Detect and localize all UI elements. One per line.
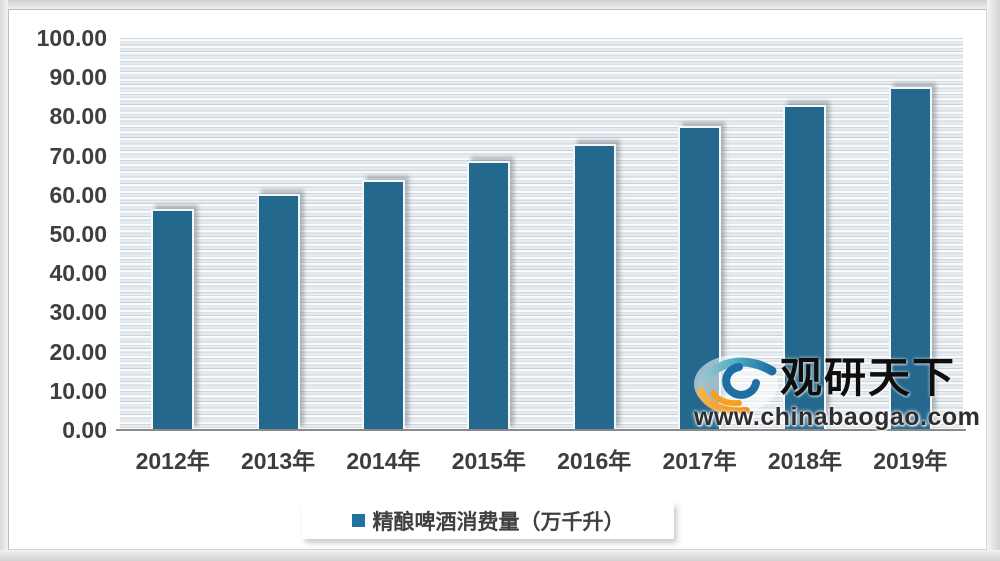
plot-area [120, 38, 963, 430]
bar-2012年 [151, 208, 195, 430]
y-tick-label: 40.00 [49, 260, 107, 287]
bar-2015年 [467, 160, 511, 430]
x-tick-label: 2018年 [767, 448, 843, 474]
frame-edge-left [0, 0, 8, 561]
y-tick-label: 50.00 [49, 221, 107, 247]
x-tick-label: 2019年 [873, 448, 948, 474]
watermark-url: www.chinabaogao.com [694, 403, 981, 431]
y-tick-label: 20.00 [49, 338, 107, 365]
y-tick-label: 0.00 [62, 417, 107, 443]
frame-edge-top [0, 0, 1000, 9]
x-tick-label: 2015年 [451, 448, 526, 474]
bars-layer [120, 38, 963, 430]
x-tick-label: 2017年 [662, 448, 737, 474]
y-tick-label: 100.00 [36, 25, 107, 51]
bar-2014年 [361, 179, 405, 430]
bar-2016年 [572, 143, 616, 430]
legend-square-icon [351, 514, 365, 527]
bar-2019年 [888, 87, 932, 430]
legend: 精酿啤酒消费量（万千升） [302, 502, 674, 539]
x-tick-label: 2013年 [240, 448, 316, 474]
eye-swirl-logo-icon [694, 355, 778, 414]
x-tick-label: 2016年 [557, 448, 632, 474]
x-tick-label: 2012年 [135, 448, 210, 474]
bar-2013年 [256, 194, 300, 430]
y-tick-label: 80.00 [49, 103, 107, 130]
bar-2018年 [783, 105, 827, 430]
y-tick-label: 70.00 [49, 142, 107, 169]
watermark-brand: 观研天下 [780, 354, 957, 401]
y-tick-label: 60.00 [49, 181, 107, 208]
y-axis: 100.00 90.00 80.00 70.00 60.00 50.00 40.00 30.0… [0, 25, 107, 443]
x-axis-line [116, 429, 966, 431]
y-tick-label: 10.00 [49, 377, 107, 404]
x-tick-label: 2014年 [346, 448, 421, 474]
watermark: 观研天下 www.chinabaogao.com [690, 342, 980, 434]
y-tick-label: 90.00 [49, 64, 107, 91]
x-axis: 2012年 2013年 2014年 2015年 2016年 2017年 2018年 2019年 [120, 444, 963, 478]
frame-edge-right [987, 0, 1000, 561]
frame-edge-bottom [0, 550, 1000, 561]
y-tick-label: 30.00 [49, 299, 107, 326]
legend-label: 精酿啤酒消费量（万千升） [372, 510, 625, 534]
